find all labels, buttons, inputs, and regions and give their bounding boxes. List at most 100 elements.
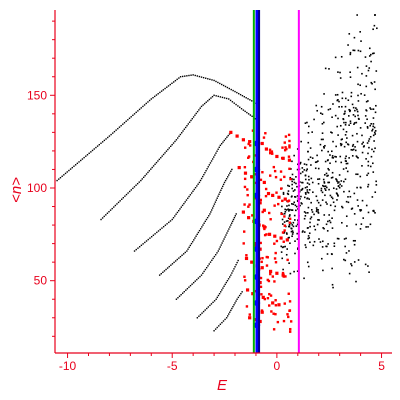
curve-point: [69, 168, 72, 170]
scatter-point: [349, 122, 352, 125]
red-point: [273, 204, 276, 207]
scatter-point: [282, 191, 285, 194]
red-point: [288, 330, 292, 333]
curve-point: [224, 179, 227, 182]
scatter-point: [332, 157, 334, 159]
red-point: [274, 304, 278, 307]
scatter-point: [337, 71, 339, 73]
red-point: [273, 234, 277, 238]
scatter-point: [337, 134, 339, 136]
scatter-point: [366, 142, 369, 144]
curve-point: [218, 146, 220, 148]
curve-point: [176, 211, 179, 214]
scatter-point: [340, 185, 343, 187]
red-point: [276, 320, 280, 324]
red-point: [271, 193, 275, 198]
curve-point: [64, 172, 67, 175]
scatter-point: [367, 152, 369, 155]
curve-point: [63, 174, 65, 176]
scatter-point: [346, 170, 349, 173]
scatter-point: [293, 181, 296, 184]
scatter-point: [356, 110, 359, 113]
scatter-point: [355, 173, 357, 176]
curve-point: [231, 307, 233, 310]
scatter-point: [317, 167, 320, 170]
scatter-point: [343, 145, 346, 148]
scatter-point: [301, 181, 303, 184]
curve-point: [96, 145, 99, 147]
scatter-point: [343, 112, 346, 115]
red-point: [269, 174, 272, 177]
red-point: [287, 315, 290, 319]
scatter-point: [334, 155, 336, 158]
scatter-point: [349, 195, 352, 198]
scatter-point: [346, 225, 348, 227]
curve-point: [195, 112, 197, 115]
scatter-point: [307, 131, 310, 134]
scatter-point: [320, 187, 323, 190]
curve-point: [61, 175, 63, 177]
curve-point: [224, 318, 226, 321]
curve-point: [200, 177, 203, 180]
scatter-point: [288, 224, 291, 226]
curve-point: [166, 86, 168, 88]
scatter-point: [292, 221, 295, 224]
scatter-point: [284, 245, 286, 248]
curve-point: [204, 171, 206, 174]
curve-point: [148, 170, 151, 172]
red-point: [273, 280, 276, 283]
red-point: [289, 320, 293, 323]
scatter-point: [359, 210, 362, 212]
curve-point: [171, 218, 173, 221]
curve-point: [231, 101, 234, 103]
scatter-point: [373, 131, 376, 134]
curve-point: [184, 126, 187, 129]
scatter-point: [349, 53, 352, 56]
scatter-point: [303, 163, 306, 165]
scatter-point: [318, 219, 320, 221]
scatter-point: [311, 157, 314, 159]
curve-point: [159, 228, 161, 231]
red-point: [246, 193, 249, 197]
curve-point: [242, 109, 245, 111]
scatter-point: [320, 189, 323, 192]
scatter-point: [293, 214, 296, 217]
scatter-point: [293, 270, 295, 273]
scatter-point: [308, 178, 310, 181]
curve-point: [125, 193, 128, 196]
curve-point: [191, 241, 194, 243]
curve-point: [128, 190, 131, 193]
curve-point: [187, 123, 189, 125]
scatter-point: [372, 150, 375, 153]
scatter-point: [301, 167, 304, 169]
curve-point: [71, 166, 73, 169]
curve-point: [214, 154, 216, 156]
curve-point: [205, 170, 207, 172]
scatter-point: [331, 150, 333, 153]
scatter-point: [312, 191, 314, 194]
scatter-point: [311, 209, 313, 211]
scatter-point: [365, 109, 367, 111]
curve-point: [207, 78, 209, 80]
curve-point: [246, 111, 248, 114]
curve-point: [105, 138, 107, 140]
curve-point: [226, 315, 229, 317]
curve-point: [130, 116, 132, 118]
curve-point: [154, 163, 156, 165]
curve-point: [227, 278, 230, 280]
curve-point: [213, 300, 216, 302]
scatter-point: [328, 68, 330, 70]
curve-point: [216, 252, 218, 254]
curve-point: [174, 260, 177, 262]
curve-point: [66, 171, 68, 173]
scatter-point: [296, 200, 299, 203]
scatter-point: [359, 31, 361, 33]
scatter-point: [374, 111, 377, 114]
red-point: [284, 146, 287, 149]
curve-point: [245, 97, 247, 99]
scatter-point: [297, 163, 299, 166]
scatter-point: [281, 257, 284, 260]
scatter-point: [323, 174, 326, 176]
curve-point: [218, 292, 221, 295]
